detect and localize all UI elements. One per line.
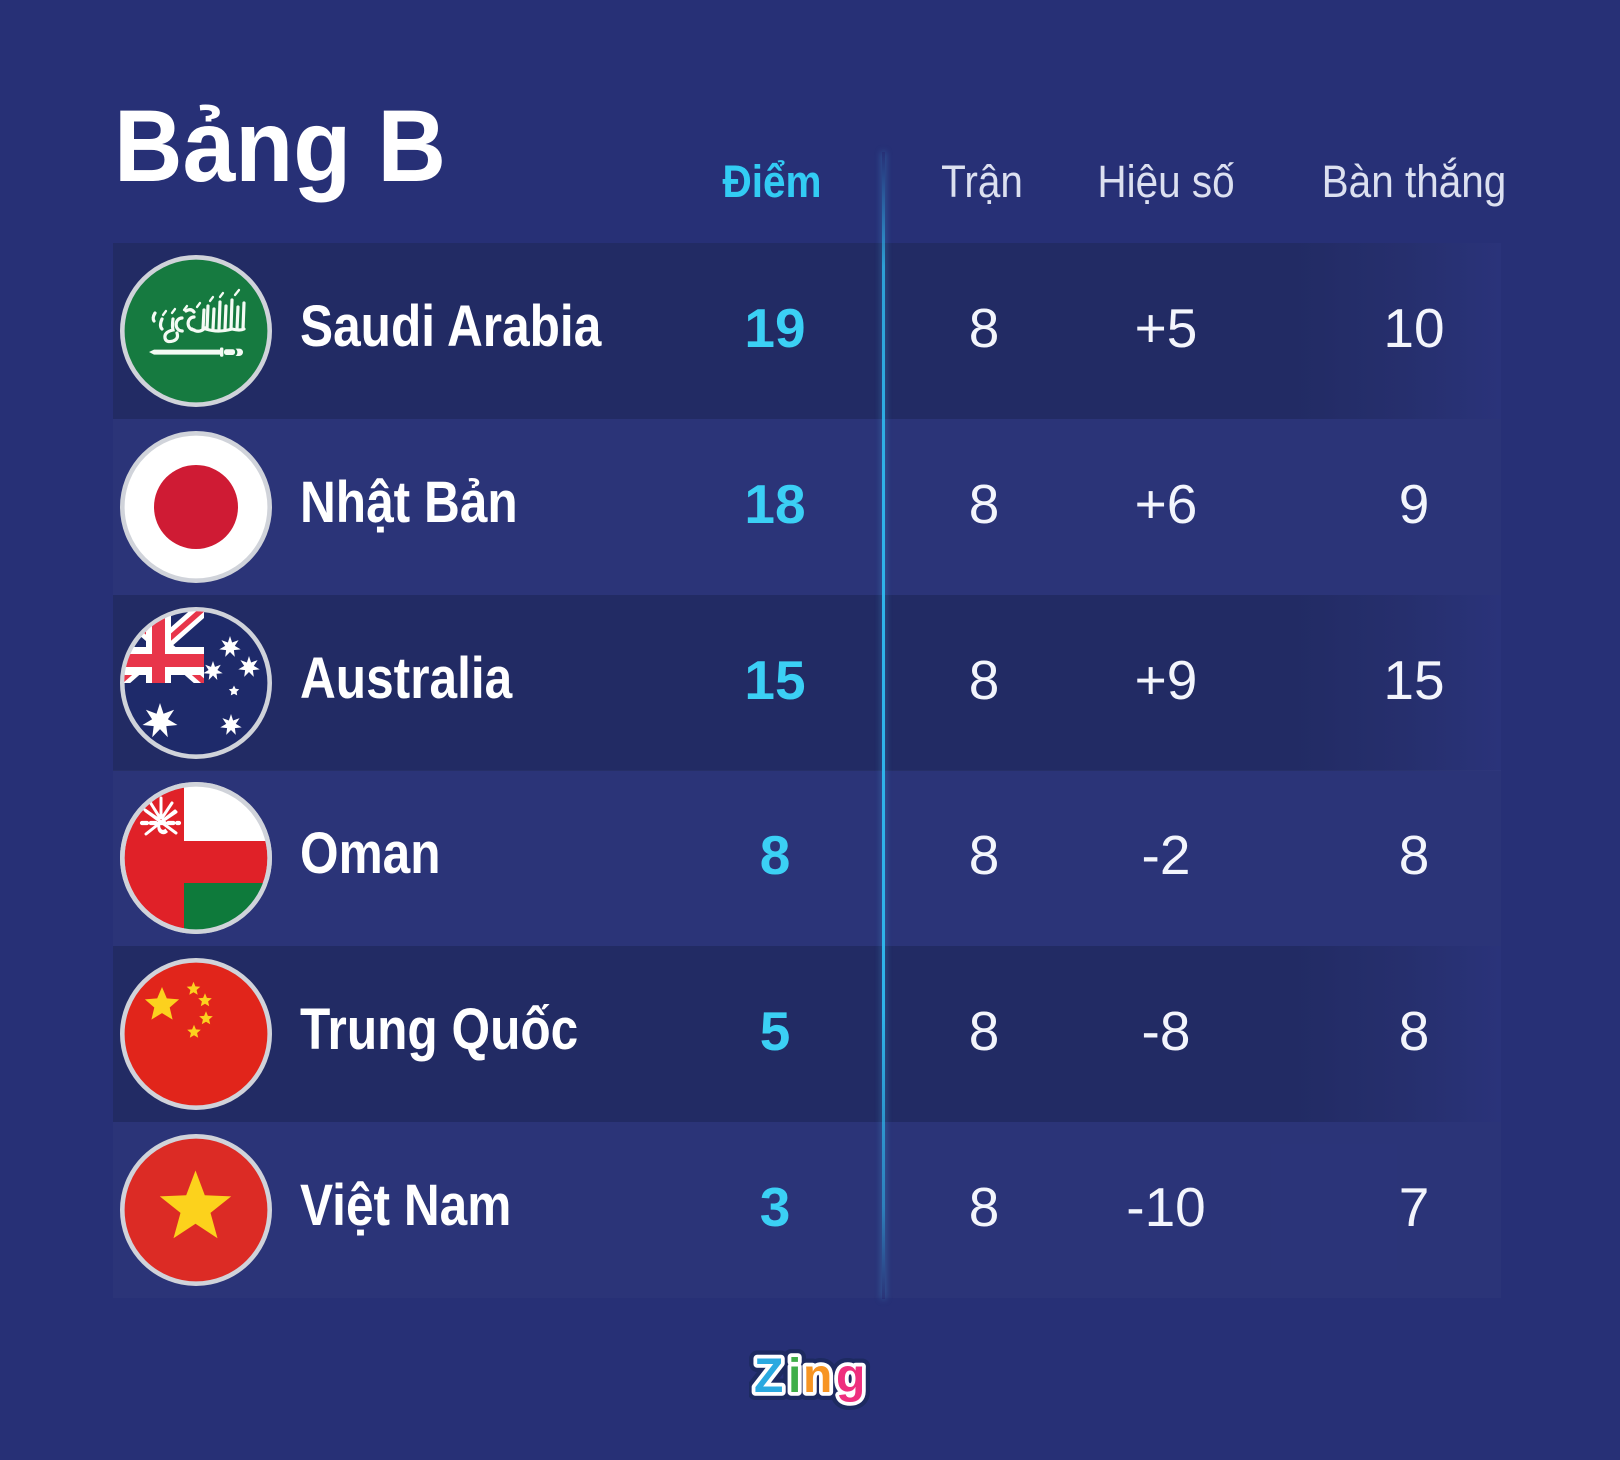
svg-text:i: i — [788, 1350, 801, 1403]
svg-text:Z: Z — [754, 1350, 783, 1403]
svg-text:i: i — [788, 1350, 801, 1403]
svg-text:n: n — [803, 1350, 832, 1403]
svg-text:Z: Z — [754, 1350, 783, 1403]
svg-text:g: g — [836, 1350, 865, 1403]
svg-text:g: g — [836, 1350, 865, 1403]
svg-text:n: n — [803, 1350, 832, 1403]
